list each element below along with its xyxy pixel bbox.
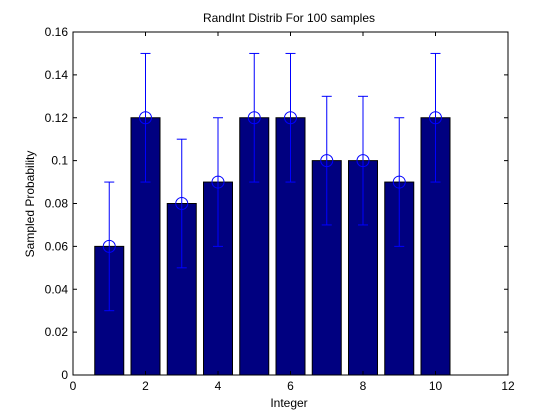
data-point-2 bbox=[139, 111, 152, 125]
y-tick-label: 0.1 bbox=[51, 154, 68, 168]
y-tick-label: 0.08 bbox=[45, 197, 69, 211]
y-tick-label: 0 bbox=[61, 368, 68, 382]
data-point-6 bbox=[284, 111, 297, 125]
x-tick-label: 2 bbox=[142, 379, 149, 393]
x-axis-ticks: 0 2 4 6 8 10 12 bbox=[70, 32, 515, 393]
x-tick-label: 6 bbox=[287, 379, 294, 393]
bar-4 bbox=[203, 181, 233, 376]
y-tick-label: 0.02 bbox=[45, 325, 69, 339]
x-tick-label: 4 bbox=[215, 379, 222, 393]
x-tick-label: 12 bbox=[501, 379, 515, 393]
y-tick-label: 0.06 bbox=[45, 239, 69, 253]
y-axis-ticks: 0 0.02 0.04 0.06 0.08 0.1 0.12 0.14 0.16 bbox=[45, 25, 508, 382]
y-tick-label: 0.14 bbox=[45, 68, 69, 82]
data-point-1 bbox=[102, 239, 116, 253]
data-point-4 bbox=[211, 175, 225, 189]
data-point-3 bbox=[175, 197, 189, 210]
data-point-10 bbox=[429, 111, 442, 125]
y-tick-label: 0.16 bbox=[45, 25, 69, 39]
x-tick-label: 8 bbox=[360, 379, 367, 393]
y-tick-label: 0.12 bbox=[45, 111, 69, 125]
chart-title: RandInt Distrib For 100 samples bbox=[203, 11, 375, 25]
x-axis-label: Integer bbox=[270, 396, 307, 410]
error-bar-group bbox=[102, 52, 442, 312]
x-tick-label: 10 bbox=[429, 379, 443, 393]
y-axis-label: Sampled Probability bbox=[23, 151, 37, 258]
data-point-9 bbox=[392, 175, 406, 189]
y-tick-label: 0.04 bbox=[45, 282, 69, 296]
data-point-8 bbox=[356, 154, 370, 168]
x-tick-label: 0 bbox=[70, 379, 77, 393]
data-point-5 bbox=[247, 111, 261, 125]
data-point-7 bbox=[320, 154, 334, 168]
